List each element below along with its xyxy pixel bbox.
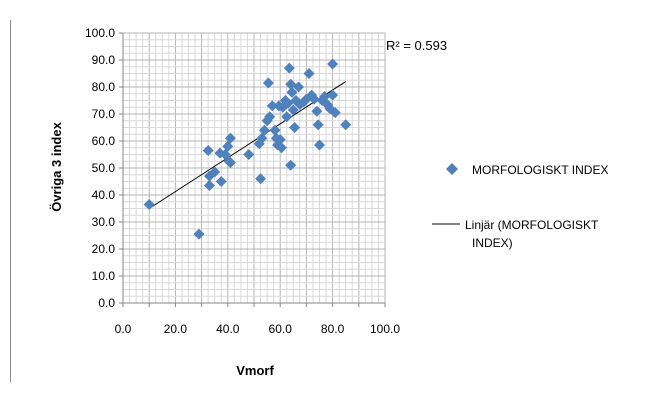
x-tick-label: 40.0 (216, 322, 240, 336)
data-point (285, 159, 297, 171)
x-tick-label: 20.0 (164, 322, 188, 336)
y-tick-label: 70.0 (92, 107, 116, 121)
data-point (293, 81, 305, 93)
y-tick-label: 30.0 (92, 215, 116, 229)
data-point (143, 198, 155, 210)
data-point (264, 111, 276, 123)
x-tick-label: 100.0 (370, 322, 400, 336)
legend: MORFOLOGISKT INDEX Linjär (MORFOLOGISKT I… (432, 163, 608, 250)
data-point (203, 180, 215, 192)
data-point (224, 157, 236, 169)
data-point (327, 58, 339, 70)
y-axis-title: Övriga 3 index (49, 121, 64, 211)
axes (119, 32, 386, 307)
y-tick-label: 40.0 (92, 188, 116, 202)
data-point (209, 166, 221, 178)
data-point (202, 144, 214, 156)
y-tick-label: 60.0 (92, 134, 116, 148)
data-point (327, 89, 339, 101)
data-point (262, 77, 274, 89)
grid (122, 32, 386, 304)
data-point (274, 134, 286, 146)
y-tick-label: 90.0 (92, 53, 116, 67)
page-border-line (10, 20, 11, 382)
y-tick-label: 0.0 (98, 296, 115, 310)
r-squared-label: R² = 0.593 (386, 38, 447, 53)
data-point (311, 105, 323, 117)
y-tick-label: 20.0 (92, 242, 116, 256)
data-point (255, 173, 267, 185)
data-point (283, 62, 295, 74)
legend-trendline-line-2: INDEX) (472, 236, 513, 250)
x-tick-label: 80.0 (321, 322, 345, 336)
data-point (314, 139, 325, 151)
data-point (286, 86, 298, 98)
data-point (266, 100, 278, 112)
data-point (224, 132, 236, 144)
legend-entry-trendline: Linjär (MORFOLOGISKT INDEX) (465, 218, 599, 250)
data-point (312, 119, 324, 131)
legend-trendline-line-1: Linjär (MORFOLOGISKT (465, 218, 599, 232)
data-point (258, 124, 270, 136)
data-point (287, 104, 299, 116)
y-tick-label: 100.0 (85, 26, 115, 40)
data-point (329, 107, 341, 119)
data-point (308, 93, 320, 105)
y-tick-label: 50.0 (92, 161, 116, 175)
data-point (243, 149, 255, 160)
tick-labels: 0.0 10.0 20.0 30.0 40.0 50.0 60.0 70.0 80.0 90.0 1… (85, 26, 400, 336)
data-point (215, 176, 227, 187)
data-point (193, 228, 205, 240)
x-tick-label: 60.0 (269, 322, 293, 336)
data-point (269, 124, 281, 136)
data-point (303, 68, 315, 79)
legend-entry-series: MORFOLOGISKT INDEX (472, 163, 608, 177)
y-tick-label: 10.0 (92, 269, 116, 283)
x-axis-title: Vmorf (236, 363, 274, 378)
data-point (281, 111, 293, 123)
data-point (340, 119, 352, 131)
legend-diamond-marker-icon (446, 163, 458, 175)
y-tick-label: 80.0 (92, 80, 116, 94)
data-point (276, 142, 288, 154)
data-point (289, 122, 301, 133)
data-points (143, 58, 352, 240)
x-tick-label: 0.0 (115, 322, 132, 336)
